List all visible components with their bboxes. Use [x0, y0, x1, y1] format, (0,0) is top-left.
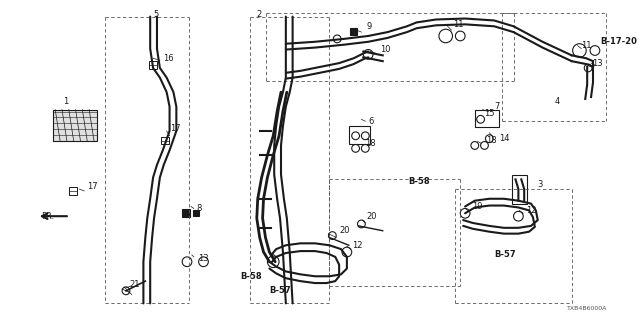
Bar [193, 210, 198, 216]
Text: B-58: B-58 [408, 177, 429, 186]
Text: 11: 11 [581, 41, 592, 50]
Text: 2: 2 [257, 10, 262, 19]
Text: 10: 10 [380, 45, 390, 54]
Bar [161, 137, 168, 145]
Text: 17: 17 [170, 124, 181, 133]
Text: 15: 15 [484, 109, 495, 118]
Text: 12: 12 [526, 206, 536, 215]
Text: 5: 5 [153, 10, 158, 19]
Bar [149, 61, 157, 69]
Text: 12: 12 [352, 241, 362, 250]
Bar [53, 110, 97, 140]
Text: 17: 17 [87, 182, 98, 191]
Text: 20: 20 [339, 226, 349, 235]
Bar [511, 174, 527, 204]
Text: B-57: B-57 [494, 251, 516, 260]
Text: 9: 9 [366, 22, 371, 31]
Text: 18: 18 [486, 136, 497, 145]
Text: 1: 1 [63, 97, 68, 106]
Bar [350, 28, 357, 35]
Text: 21: 21 [130, 280, 140, 289]
Text: 13: 13 [592, 59, 603, 68]
Text: 18: 18 [365, 139, 376, 148]
Text: 14: 14 [499, 134, 509, 143]
Text: B-17-20: B-17-20 [601, 37, 637, 46]
Bar [182, 209, 190, 217]
Text: 13: 13 [198, 254, 208, 263]
Bar [349, 126, 370, 144]
Text: 6: 6 [368, 117, 374, 126]
Text: 8: 8 [196, 204, 202, 213]
Text: 7: 7 [494, 102, 500, 111]
Text: 19: 19 [472, 202, 483, 211]
Text: 16: 16 [163, 54, 173, 63]
Bar [475, 110, 499, 127]
Bar [68, 187, 77, 195]
Text: 20: 20 [366, 212, 377, 221]
Text: FR.: FR. [41, 212, 54, 221]
Text: 11: 11 [454, 20, 464, 29]
Text: B-58: B-58 [240, 272, 262, 281]
Text: 3: 3 [538, 180, 543, 189]
Text: TXB4B6000A: TXB4B6000A [567, 306, 607, 311]
Text: B-57: B-57 [269, 286, 291, 295]
Text: 4: 4 [554, 97, 559, 106]
